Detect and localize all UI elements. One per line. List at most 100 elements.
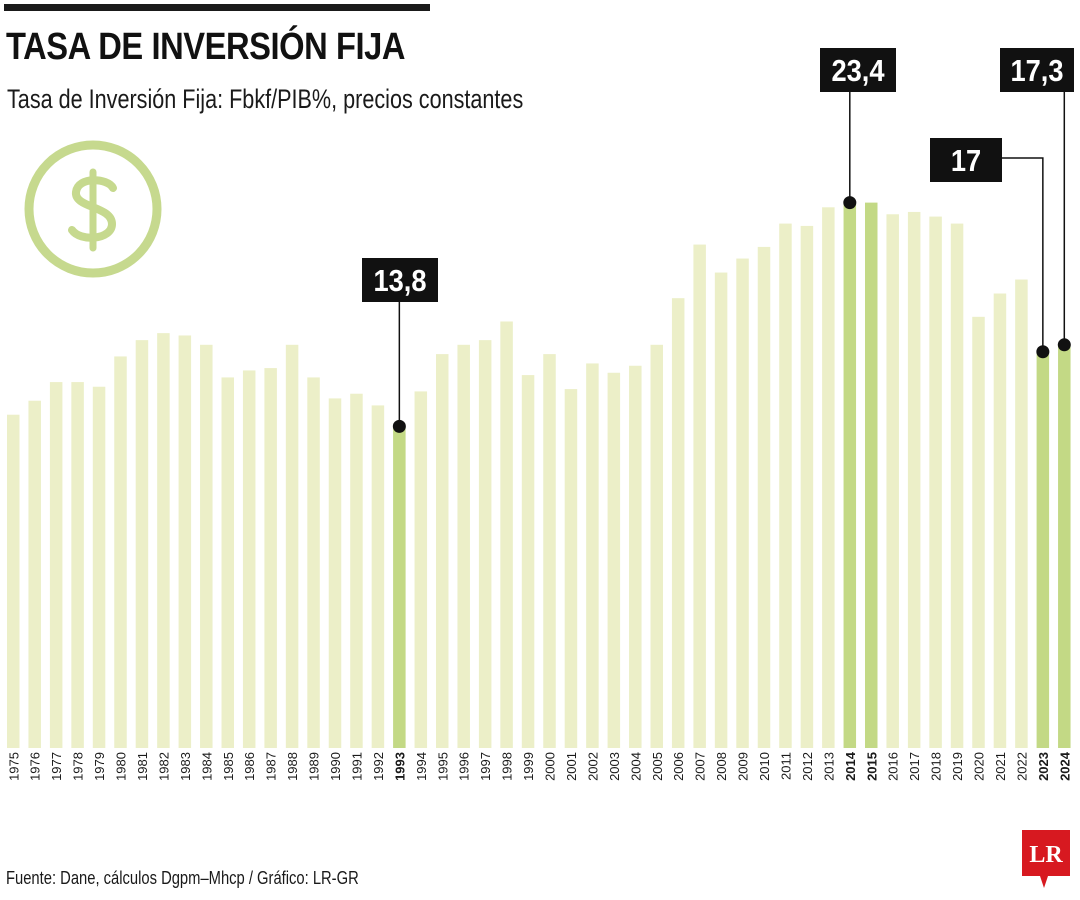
x-tick-1979: 1979 xyxy=(92,752,107,781)
bar-1980 xyxy=(114,356,127,748)
bar-2009 xyxy=(736,258,749,748)
bar-1989 xyxy=(307,377,320,748)
x-tick-2017: 2017 xyxy=(907,752,922,781)
x-tick-1985: 1985 xyxy=(221,752,236,781)
bar-1985 xyxy=(221,377,234,748)
x-tick-1977: 1977 xyxy=(49,752,64,781)
bar-1990 xyxy=(328,398,342,748)
bar-2002 xyxy=(586,363,599,748)
bar-2007 xyxy=(693,244,706,748)
bar-2018 xyxy=(929,216,942,749)
chart-title: TASA DE INVERSIÓN FIJA xyxy=(6,26,406,68)
x-tick-2004: 2004 xyxy=(628,752,643,781)
bar-2013 xyxy=(822,207,835,748)
x-tick-2013: 2013 xyxy=(821,752,836,781)
source-note: Fuente: Dane, cálculos Dgpm–Mhcp / Gráfi… xyxy=(6,868,359,888)
callout-2023: 17 xyxy=(930,138,1050,359)
bar-1982 xyxy=(157,333,170,748)
dollar-circle-ring xyxy=(24,140,162,278)
bar-1975 xyxy=(7,414,20,748)
x-tick-1994: 1994 xyxy=(414,752,429,781)
x-tick-2008: 2008 xyxy=(714,752,729,781)
x-tick-1984: 1984 xyxy=(199,752,214,781)
dollar-circle-icon xyxy=(20,136,166,282)
dollar-s-curve xyxy=(68,176,117,242)
x-tick-2015: 2015 xyxy=(864,752,879,781)
x-tick-2003: 2003 xyxy=(607,752,622,781)
callout-leader-2023 xyxy=(1002,157,1044,352)
x-tick-1978: 1978 xyxy=(71,752,86,781)
x-tick-2022: 2022 xyxy=(1014,752,1029,781)
chart-subtitle: Tasa de Inversión Fija: Fbkf/PIB%, preci… xyxy=(7,84,524,114)
x-tick-2005: 2005 xyxy=(650,752,665,781)
bar-1991 xyxy=(350,393,363,748)
x-tick-2020: 2020 xyxy=(972,752,987,781)
x-tick-1987: 1987 xyxy=(264,752,279,781)
x-tick-2024: 2024 xyxy=(1057,751,1072,781)
callout-2014: 23,4 xyxy=(820,48,896,210)
bar-2024 xyxy=(1058,344,1071,748)
callout-dot-2024 xyxy=(1057,338,1071,352)
x-tick-2009: 2009 xyxy=(736,752,751,781)
x-tick-1992: 1992 xyxy=(371,752,386,781)
callout-1993: 13,8 xyxy=(362,258,438,433)
bar-1976 xyxy=(28,400,41,748)
bar-2014 xyxy=(843,202,857,749)
callout-dot-2014 xyxy=(843,196,857,210)
callout-label-2024: 17,3 xyxy=(1010,54,1063,88)
x-tick-1991: 1991 xyxy=(349,752,364,781)
x-tick-2021: 2021 xyxy=(993,752,1008,781)
x-tick-1993: 1993 xyxy=(392,752,407,781)
x-tick-1981: 1981 xyxy=(135,752,150,781)
bar-1984 xyxy=(200,344,213,748)
x-tick-1983: 1983 xyxy=(178,752,193,781)
x-tick-1999: 1999 xyxy=(521,752,536,781)
bar-2019 xyxy=(950,223,964,749)
x-tick-2018: 2018 xyxy=(929,752,944,781)
bar-1993 xyxy=(393,426,406,748)
bar-2021 xyxy=(993,293,1007,748)
bar-1992 xyxy=(371,405,385,748)
bar-2020 xyxy=(972,316,985,748)
x-tick-2007: 2007 xyxy=(693,752,708,781)
bar-1988 xyxy=(285,344,299,748)
x-tick-2000: 2000 xyxy=(543,752,558,781)
x-tick-1986: 1986 xyxy=(242,752,257,781)
x-tick-2002: 2002 xyxy=(585,752,600,781)
bar-2008 xyxy=(714,272,728,748)
lr-logo: LR xyxy=(1022,830,1070,888)
bar-1995 xyxy=(436,354,449,748)
bar-2001 xyxy=(564,389,578,748)
svg-text:LR: LR xyxy=(1029,842,1063,868)
callout-box-2024 xyxy=(1000,48,1074,92)
callout-box-2014 xyxy=(820,48,896,92)
top-rule xyxy=(4,4,430,11)
x-tick-1998: 1998 xyxy=(500,752,515,781)
bar-2003 xyxy=(607,372,621,748)
bar-1994 xyxy=(414,391,428,748)
bar-1986 xyxy=(242,370,256,748)
bar-1979 xyxy=(92,386,106,748)
bar-1981 xyxy=(135,340,149,748)
bar-2004 xyxy=(629,365,642,748)
callout-label-2023: 17 xyxy=(951,144,981,178)
bar-2017 xyxy=(907,211,921,748)
x-tick-1997: 1997 xyxy=(478,752,493,781)
x-tick-1976: 1976 xyxy=(28,752,43,781)
x-tick-2001: 2001 xyxy=(564,752,579,781)
bar-1998 xyxy=(500,321,513,748)
bar-1997 xyxy=(478,340,492,748)
x-tick-2012: 2012 xyxy=(800,752,815,781)
bar-1977 xyxy=(49,382,63,748)
bar-2006 xyxy=(671,298,685,748)
callout-dot-2023 xyxy=(1036,345,1050,359)
x-tick-1989: 1989 xyxy=(307,752,322,781)
x-tick-1975: 1975 xyxy=(6,752,21,781)
x-tick-1980: 1980 xyxy=(114,752,129,781)
bar-2011 xyxy=(779,223,792,749)
x-tick-2023: 2023 xyxy=(1036,752,1051,781)
bar-2015 xyxy=(865,202,878,749)
x-tick-1995: 1995 xyxy=(435,752,450,781)
bar-1987 xyxy=(264,368,277,748)
